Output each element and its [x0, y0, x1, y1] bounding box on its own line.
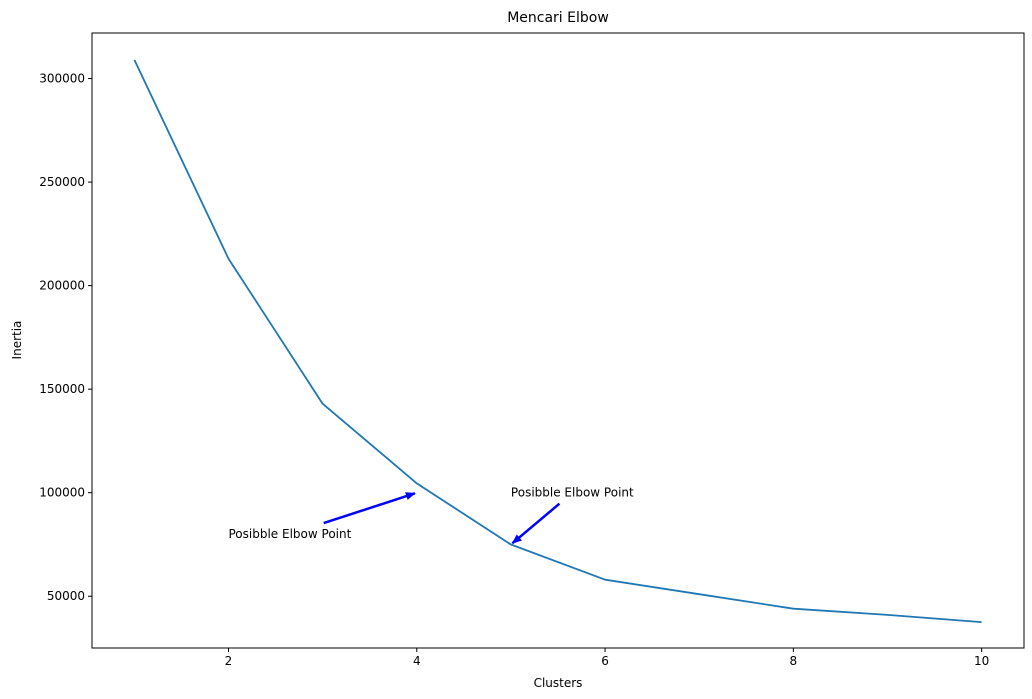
annotation-label: Posibble Elbow Point: [511, 486, 634, 500]
y-tick-label: 150000: [39, 382, 85, 396]
y-tick-label: 50000: [47, 589, 85, 603]
y-axis-label: Inertia: [10, 321, 24, 360]
annotation-arrow: [323, 492, 416, 525]
x-tick-label: 10: [974, 654, 989, 668]
annotation-label: Posibble Elbow Point: [229, 527, 352, 541]
x-tick-label: 4: [413, 654, 421, 668]
x-tick-label: 6: [601, 654, 609, 668]
y-tick-label: 300000: [39, 72, 85, 86]
annotation-arrow: [511, 502, 561, 545]
chart-title: Mencari Elbow: [507, 10, 609, 26]
x-tick-label: 8: [790, 654, 798, 668]
plot-frame: [91, 32, 1025, 649]
y-tick-label: 250000: [39, 175, 85, 189]
x-tick-label: 2: [225, 654, 233, 668]
y-tick-label: 200000: [39, 279, 85, 293]
inertia-line-series: [133, 59, 982, 623]
x-axis-label: Clusters: [534, 676, 583, 690]
y-tick-label: 100000: [39, 486, 85, 500]
